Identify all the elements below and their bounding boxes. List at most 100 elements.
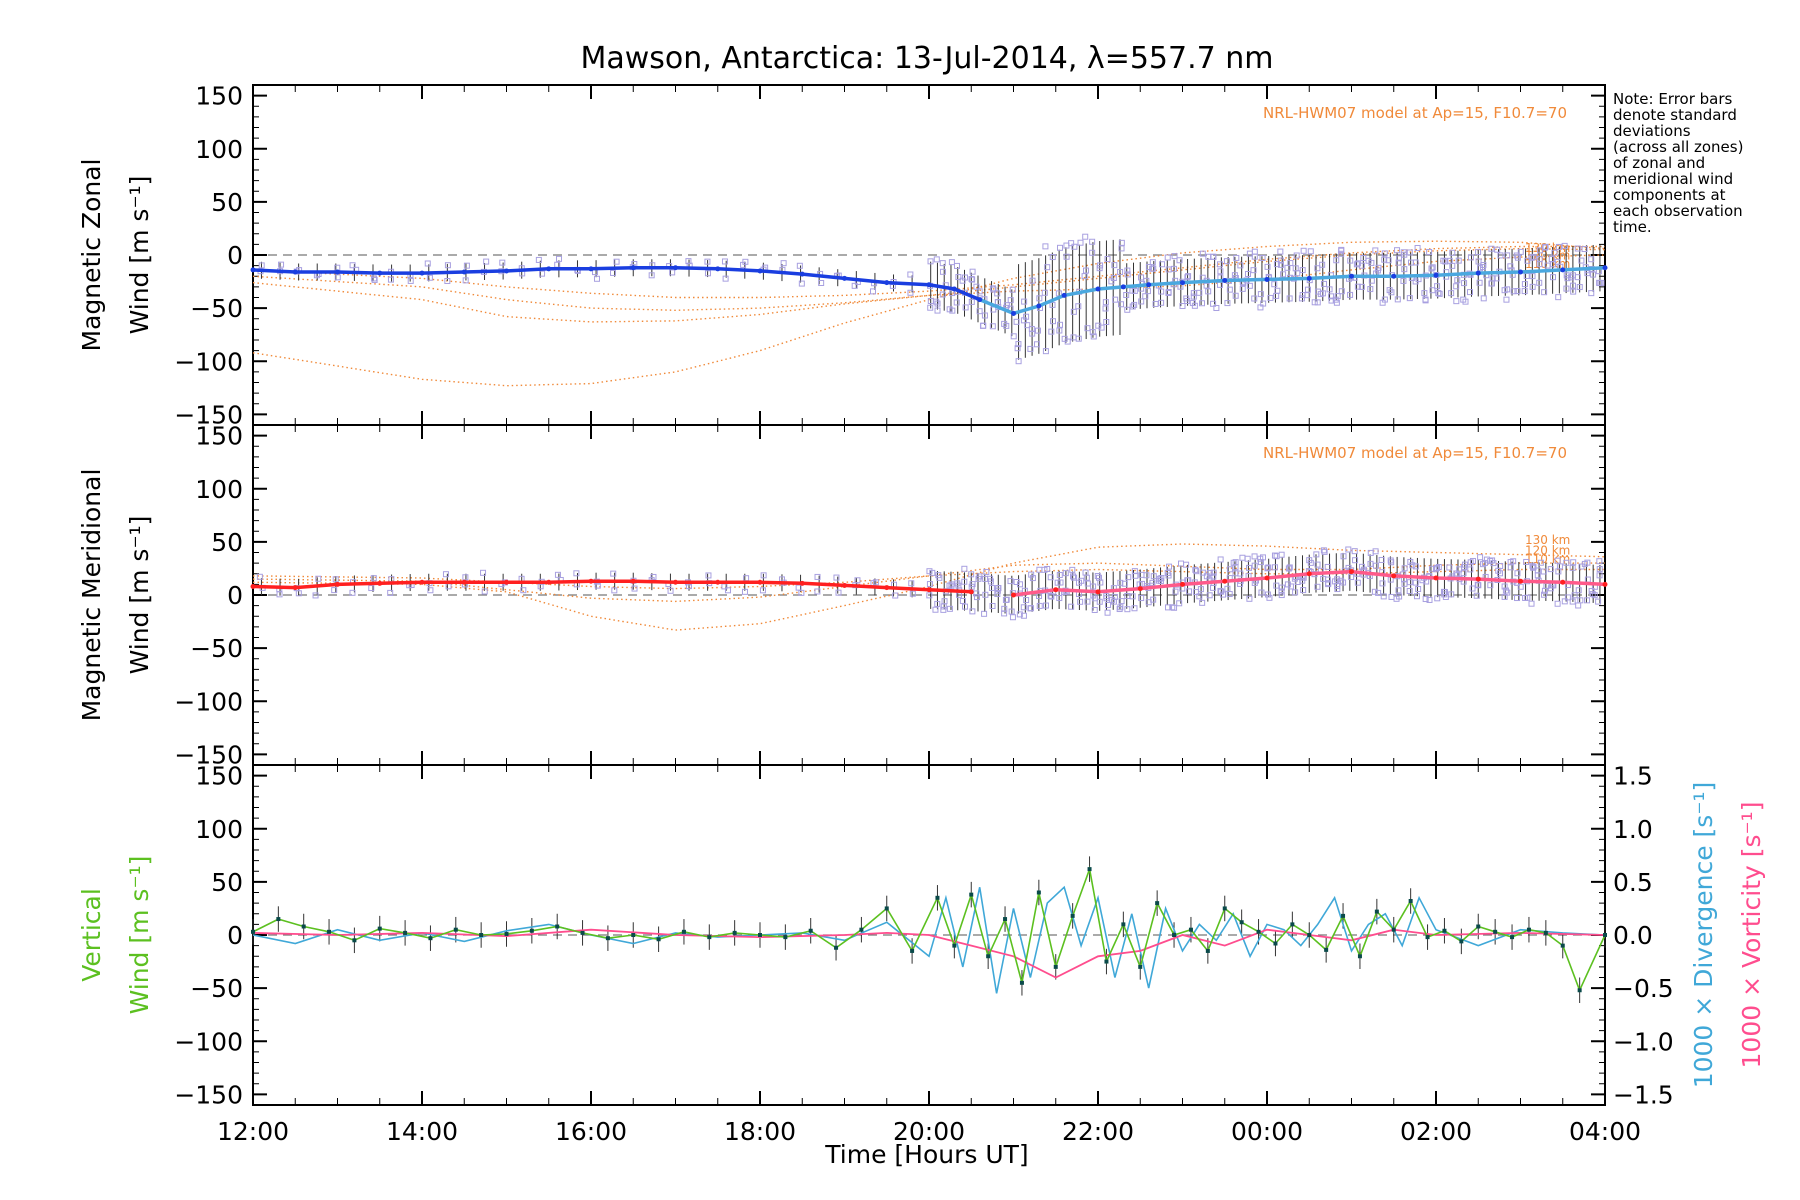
zone-sample — [1429, 264, 1436, 271]
zone-sample — [1094, 573, 1101, 580]
zone-sample — [1226, 286, 1233, 293]
zone-sample — [1176, 257, 1183, 264]
zone-sample — [1089, 238, 1096, 245]
wind-data-point — [292, 269, 298, 275]
zone-sample — [1426, 596, 1433, 603]
y-tick-label: −50 — [190, 974, 243, 1003]
zone-sample — [1596, 566, 1603, 573]
zone-sample — [934, 300, 941, 307]
zone-sample — [1595, 598, 1602, 605]
zone-sample — [1433, 564, 1440, 571]
wind-data-point — [715, 579, 721, 585]
zone-sample — [1488, 245, 1495, 252]
zone-sample — [1524, 257, 1531, 264]
zone-sample — [1401, 565, 1408, 572]
zone-sample — [974, 594, 981, 601]
wind-data-point — [1222, 578, 1228, 584]
zone-sample — [1375, 264, 1382, 271]
zone-sample — [818, 279, 825, 286]
zone-sample — [1203, 573, 1210, 580]
zone-sample — [953, 262, 960, 269]
zone-sample — [1284, 264, 1291, 271]
zone-sample — [935, 572, 942, 579]
zone-sample — [462, 574, 469, 581]
zone-sample — [1569, 564, 1576, 571]
note-line: each observation — [1613, 202, 1743, 220]
zone-sample — [892, 592, 899, 599]
zone-sample — [968, 298, 975, 305]
zone-sample — [1462, 561, 1469, 568]
zone-sample — [480, 569, 487, 576]
zone-sample — [1250, 267, 1257, 274]
zone-sample — [1149, 265, 1156, 272]
zone-sample — [1371, 588, 1378, 595]
zone-sample — [1264, 263, 1271, 270]
zone-sample — [1475, 582, 1482, 589]
zone-sample — [1319, 261, 1326, 268]
zone-sample — [1013, 318, 1020, 325]
zone-sample — [1351, 548, 1358, 555]
wind-data-point — [1306, 275, 1312, 281]
vertical-wind-point — [1087, 867, 1092, 872]
zone-sample — [535, 256, 542, 263]
zone-sample — [1278, 551, 1285, 558]
wind-data-point — [335, 581, 340, 587]
zone-sample — [1436, 290, 1443, 297]
wind-data-point — [1349, 569, 1354, 575]
wind-data-point — [1095, 286, 1101, 292]
zone-sample — [1278, 592, 1285, 599]
wind-data-point — [977, 297, 983, 303]
model-curve — [252, 240, 1606, 387]
zone-sample — [556, 255, 563, 262]
zone-sample — [1169, 604, 1176, 611]
zone-sample — [1432, 566, 1439, 573]
zone-sample — [1142, 293, 1149, 300]
zone-sample — [1544, 262, 1551, 269]
zone-sample — [573, 570, 580, 577]
zone-sample — [1096, 265, 1103, 272]
model-label: NRL-HWM07 model at Ap=15, F10.7=70 — [1263, 104, 1567, 122]
zone-sample — [1027, 605, 1034, 612]
wind-data-point — [588, 266, 594, 272]
zone-sample — [1273, 582, 1280, 589]
vertical-wind-point — [276, 917, 281, 922]
zone-sample — [1381, 250, 1388, 257]
zone-sample — [989, 323, 996, 330]
y-tick-label: −100 — [174, 687, 243, 716]
zone-sample — [994, 591, 1001, 598]
zone-sample — [949, 307, 956, 314]
zone-sample — [1555, 568, 1562, 575]
y-axis-label: Wind [m s⁻¹] — [125, 856, 154, 1015]
zone-sample — [1041, 289, 1048, 296]
zone-sample — [594, 582, 601, 589]
zone-sample — [1338, 288, 1345, 295]
zone-sample — [1332, 296, 1339, 303]
zone-sample — [1412, 579, 1419, 586]
zone-sample — [1023, 597, 1030, 604]
zone-sample — [1056, 327, 1063, 334]
zone-sample — [258, 262, 265, 269]
zone-sample — [1338, 247, 1345, 254]
zone-sample — [1042, 348, 1049, 355]
zone-sample — [1338, 250, 1345, 257]
vertical-wind-point — [1510, 935, 1515, 940]
zone-sample — [851, 282, 858, 289]
zone-sample — [1307, 248, 1314, 255]
zone-sample — [1514, 595, 1521, 602]
zone-sample — [968, 276, 975, 283]
zone-sample — [1145, 263, 1152, 270]
zone-sample — [1082, 569, 1089, 576]
vertical-wind-point — [251, 929, 255, 934]
x-tick-label: 04:00 — [1569, 1117, 1641, 1146]
zone-sample — [1199, 569, 1206, 576]
zone-sample — [1273, 261, 1280, 268]
vertical-wind-point — [783, 935, 788, 940]
vertical-wind-point — [656, 937, 661, 942]
zone-sample — [1068, 240, 1075, 247]
zone-sample — [1056, 244, 1063, 251]
zone-sample — [1121, 580, 1128, 587]
zone-sample — [961, 603, 968, 610]
zone-sample — [1184, 274, 1191, 281]
zone-sample — [1564, 275, 1571, 282]
zone-sample — [1347, 291, 1354, 298]
